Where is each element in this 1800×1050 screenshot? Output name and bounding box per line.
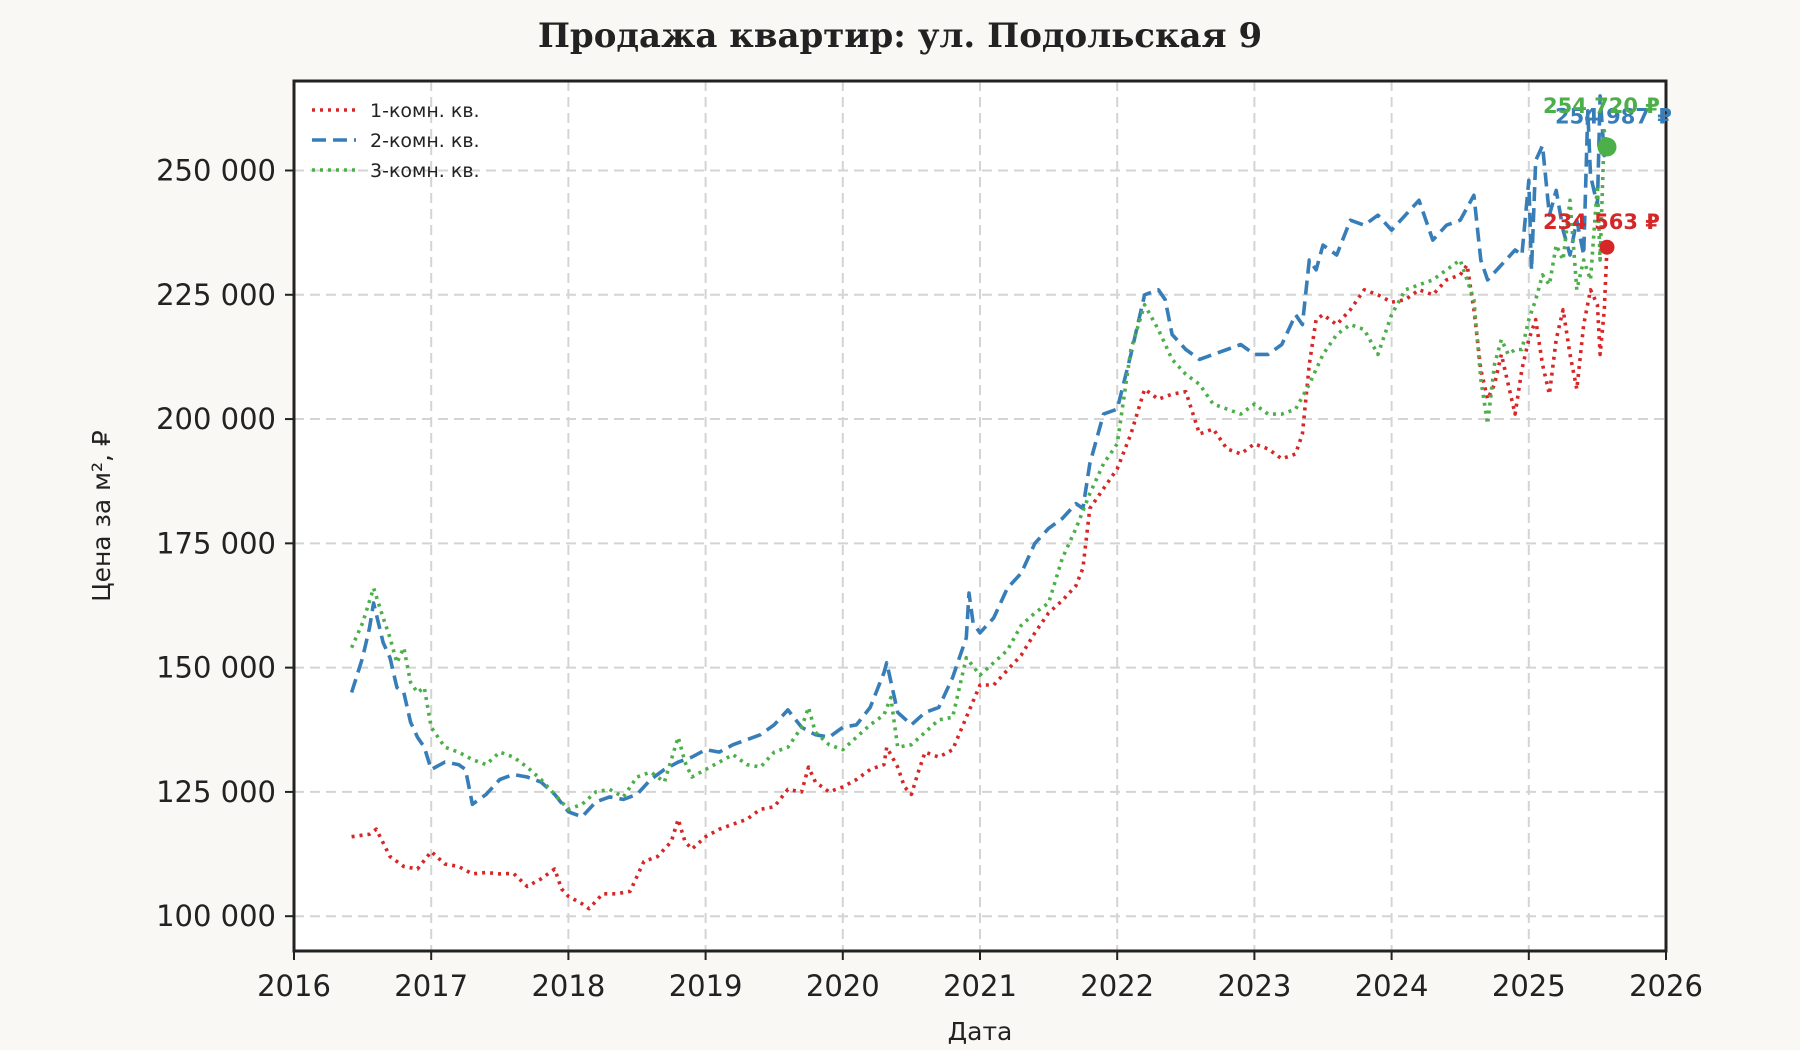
legend-label: 2-комн. кв. xyxy=(370,130,480,152)
x-tick-label: 2024 xyxy=(1355,969,1429,1003)
end-value-label: 254 720 ₽ xyxy=(1543,94,1660,118)
series-line-1 xyxy=(351,247,1609,911)
y-tick-label: 225 000 xyxy=(156,278,276,312)
x-tick-label: 2022 xyxy=(1080,969,1154,1003)
x-tick-label: 2020 xyxy=(806,969,880,1003)
x-tick-label: 2018 xyxy=(531,969,605,1003)
legend-label: 1-комн. кв. xyxy=(370,100,480,122)
legend: 1-комн. кв. 2-комн. кв. 3-комн. кв. xyxy=(312,100,480,182)
y-tick-label: 250 000 xyxy=(156,153,276,187)
series-line-2 xyxy=(349,94,1609,819)
y-tick-label: 125 000 xyxy=(156,775,276,809)
y-tick-label: 100 000 xyxy=(156,899,276,933)
series-layer xyxy=(349,94,1609,911)
x-tick-label: 2021 xyxy=(943,969,1017,1003)
y-tick-label: 150 000 xyxy=(156,651,276,685)
end-point-marker xyxy=(1597,137,1617,157)
chart-title: Продажа квартир: ул. Подольская 9 xyxy=(538,16,1262,56)
x-tick-label: 2016 xyxy=(257,969,331,1003)
legend-label: 3-комн. кв. xyxy=(370,160,480,182)
end-value-label: 234 563 ₽ xyxy=(1543,210,1660,234)
y-tick-label: 175 000 xyxy=(156,526,276,560)
x-tick-label: 2025 xyxy=(1492,969,1566,1003)
x-tick-label: 2023 xyxy=(1217,969,1291,1003)
ticks-layer: 2016 2017 2018 2019 2020 2021 2022 2023 2024 2025… xyxy=(156,153,1703,1003)
end-value-label: 254 987 ₽ xyxy=(1555,105,1672,129)
x-tick-label: 2026 xyxy=(1629,969,1703,1003)
x-tick-label: 2019 xyxy=(669,969,743,1003)
x-axis-label: Дата xyxy=(948,1017,1013,1046)
end-point-marker xyxy=(1599,239,1615,255)
endpoint-layer: 234 563 ₽ 254 987 ₽254 720 ₽ xyxy=(1543,94,1672,255)
y-tick-label: 200 000 xyxy=(156,402,276,436)
y-axis-label: Цена за м², ₽ xyxy=(87,430,116,602)
x-tick-label: 2017 xyxy=(394,969,468,1003)
